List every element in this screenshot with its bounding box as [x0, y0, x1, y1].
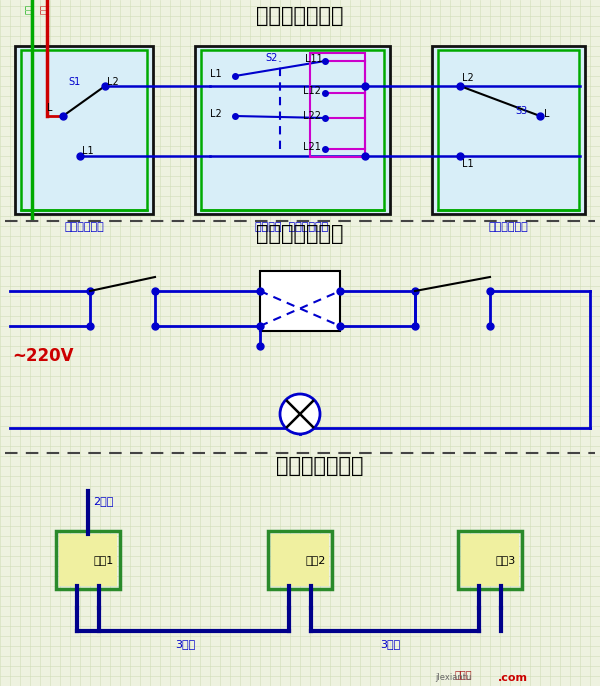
Text: S2: S2: [265, 53, 277, 63]
Bar: [260, 271, 340, 331]
Bar: [271, 534, 329, 586]
Text: S3: S3: [515, 106, 527, 116]
Bar: [458, 531, 522, 589]
Text: 单开双控开关: 单开双控开关: [64, 222, 104, 232]
Bar: [438, 50, 579, 210]
Bar: [310, 53, 365, 157]
Text: 火线: 火线: [40, 4, 49, 14]
Text: 3根线: 3根线: [175, 639, 195, 649]
Text: L1: L1: [82, 146, 94, 156]
Text: L22: L22: [303, 111, 321, 121]
Bar: [15, 46, 153, 214]
Text: 开关1: 开关1: [93, 555, 113, 565]
Bar: [201, 50, 384, 210]
Text: S1: S1: [68, 77, 80, 87]
Text: L: L: [544, 109, 550, 119]
Bar: [56, 531, 120, 589]
Text: 2根线: 2根线: [93, 496, 113, 506]
Text: L11: L11: [305, 54, 323, 64]
Text: 三控开关接线图: 三控开关接线图: [256, 6, 344, 26]
Text: L: L: [47, 103, 53, 113]
Text: L1: L1: [210, 69, 221, 79]
Text: 接线图: 接线图: [455, 669, 473, 679]
Text: 三控开关布线图: 三控开关布线图: [276, 456, 364, 476]
Bar: [432, 46, 585, 214]
Text: L2: L2: [210, 109, 222, 119]
Bar: [268, 531, 332, 589]
Text: 中途开关  （三控开关）: 中途开关 （三控开关）: [256, 222, 329, 232]
Bar: [21, 50, 147, 210]
Bar: [195, 46, 390, 214]
Text: 三控开关原理图: 三控开关原理图: [256, 224, 344, 244]
Text: L2: L2: [107, 77, 119, 87]
Text: 3根线: 3根线: [380, 639, 400, 649]
Text: L12: L12: [303, 86, 321, 96]
Text: jlexiantu: jlexiantu: [435, 674, 472, 683]
Text: .com: .com: [498, 673, 528, 683]
Text: L2: L2: [462, 73, 474, 83]
Text: ~220V: ~220V: [12, 347, 74, 365]
Text: 开关2: 开关2: [305, 555, 325, 565]
Text: L21: L21: [303, 142, 321, 152]
Text: 开关3: 开关3: [495, 555, 515, 565]
Text: 单开双控开关: 单开双控开关: [488, 222, 528, 232]
Bar: [59, 534, 117, 586]
Circle shape: [280, 394, 320, 434]
Text: 相线: 相线: [25, 4, 34, 14]
Bar: [461, 534, 519, 586]
Text: L1: L1: [462, 159, 473, 169]
